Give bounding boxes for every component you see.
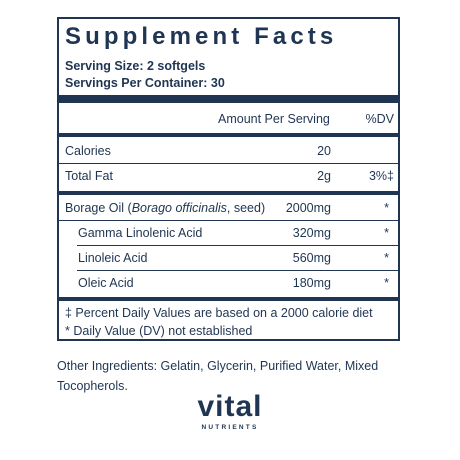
row-borage-oil-amount: 2000mg [285,201,331,215]
row-gla-name: Gamma Linolenic Acid [78,226,203,240]
row-linoleic-amount: 560mg [292,251,331,265]
row-total-fat-amount: 2g [317,169,331,183]
row-oleic-name: Oleic Acid [78,276,134,290]
thick-rule [59,95,398,103]
medium-rule [59,191,398,195]
row-divider [59,220,398,221]
row-oleic-amount: 180mg [292,276,331,290]
footnote-percent-dv: ‡ Percent Daily Values are based on a 20… [65,306,373,320]
row-linoleic-name: Linoleic Acid [78,251,148,265]
row-total-fat-dv: 3%‡ [368,169,394,183]
row-linoleic-dv: * [384,251,389,265]
panel-title: Supplement Facts [65,23,338,50]
brand-logo-wordmark: vital [197,390,263,423]
row-divider [77,270,398,271]
row-calories-amount: 20 [317,144,331,158]
serving-size: Serving Size: 2 softgels [65,59,206,73]
medium-rule [59,133,398,137]
footnote-dv-not-established: * Daily Value (DV) not established [65,324,253,338]
other-ingredients: Other Ingredients: Gelatin, Glycerin, Pu… [57,359,379,393]
header-dv: %DV [365,112,394,126]
row-total-fat-name: Total Fat [65,169,113,183]
row-divider [77,245,398,246]
row-borage-oil-dv: * [384,201,389,215]
medium-rule [59,297,398,301]
row-gla-amount: 320mg [292,226,331,240]
row-divider [59,163,398,164]
row-oleic-dv: * [384,276,389,290]
servings-per-container: Servings Per Container: 30 [65,76,225,90]
header-amount: Amount Per Serving [218,112,330,126]
row-gla-dv: * [384,226,389,240]
brand-logo-subtext: NUTRIENTS [201,424,259,431]
row-borage-oil-name: Borage Oil (Borago officinalis, seed) [65,201,266,215]
row-calories-name: Calories [65,144,111,158]
supplement-facts-panel: Supplement Facts Serving Size: 2 softgel… [57,17,400,341]
